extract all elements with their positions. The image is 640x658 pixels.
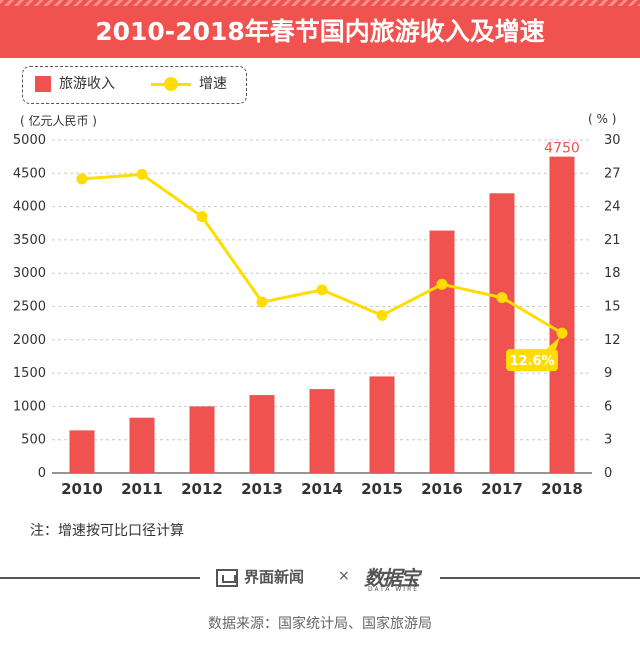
title-bar: 2010-2018年春节国内旅游收入及增速 xyxy=(0,0,640,58)
right-tick-label: 27 xyxy=(604,166,621,181)
left-tick-label: 500 xyxy=(21,433,46,448)
growth-point xyxy=(316,284,328,296)
right-tick-label: 0 xyxy=(604,466,612,481)
data-source: 数据来源：国家统计局、国家旅游局 xyxy=(208,616,432,632)
left-tick-label: 4000 xyxy=(13,200,46,215)
combo-chart: 0 500 1000 1500 2000 2500 3000 3500 4000 4500 5000… xyxy=(13,133,621,498)
chart-title: 2010-2018年春节国内旅游收入及增速 xyxy=(95,17,545,46)
growth-point xyxy=(256,296,268,308)
right-tick-label: 15 xyxy=(604,300,621,315)
footer-divider-right xyxy=(440,577,640,579)
x-tick-label: 2018 xyxy=(541,480,583,498)
growth-point xyxy=(136,168,148,180)
legend: 旅游收入 增速 xyxy=(22,66,247,104)
left-tick-label: 4500 xyxy=(13,166,46,181)
right-tick-label: 24 xyxy=(604,200,621,215)
x-tick-label: 2017 xyxy=(481,480,523,498)
bar xyxy=(369,376,395,473)
x-tick-label: 2016 xyxy=(421,480,463,498)
legend-line-label: 增速 xyxy=(199,76,227,92)
x-tick-label: 2011 xyxy=(121,480,163,498)
footnote: 注：增速按可比口径计算 xyxy=(30,523,184,539)
left-tick-label: 1000 xyxy=(13,399,46,414)
left-tick-label: 2500 xyxy=(13,300,46,315)
left-tick-label: 5000 xyxy=(13,133,46,148)
growth-point xyxy=(436,278,448,290)
bar-value-label: 4750 xyxy=(544,141,580,157)
title-stripe xyxy=(0,0,640,6)
growth-value-callout xyxy=(506,349,558,372)
right-tick-label: 12 xyxy=(604,333,621,348)
growth-point xyxy=(376,309,388,321)
bar xyxy=(249,395,275,473)
left-tick-label: 1500 xyxy=(13,366,46,381)
left-tick-label: 3500 xyxy=(13,233,46,248)
x-tick-label: 2012 xyxy=(181,480,223,498)
right-tick-label: 21 xyxy=(604,233,621,248)
brand-separator: × xyxy=(338,568,350,584)
right-tick-label: 18 xyxy=(604,266,621,281)
right-tick-label: 30 xyxy=(604,133,621,148)
growth-point xyxy=(76,173,88,185)
x-tick-label: 2015 xyxy=(361,480,403,498)
jiemian-logo-icon xyxy=(216,568,238,587)
legend-line-dot xyxy=(164,77,178,91)
bar xyxy=(69,430,95,473)
x-tick-label: 2010 xyxy=(61,480,103,498)
growth-point xyxy=(196,211,208,223)
bar xyxy=(309,389,335,473)
left-tick-label: 2000 xyxy=(13,333,46,348)
bar xyxy=(189,406,215,473)
x-tick-label: 2013 xyxy=(241,480,283,498)
datawire-logo-sub: DATA WIRE xyxy=(368,586,420,593)
right-tick-label: 9 xyxy=(604,366,612,381)
right-axis-unit: ( % ) xyxy=(588,112,617,126)
left-tick-label: 3000 xyxy=(13,266,46,281)
left-tick-label: 0 xyxy=(38,466,46,481)
footer-divider-left xyxy=(0,577,200,579)
bar xyxy=(129,417,155,473)
datawire-logo: 数据宝 xyxy=(364,566,420,590)
bar xyxy=(489,193,515,473)
growth-point xyxy=(556,327,568,339)
right-tick-label: 3 xyxy=(604,433,612,448)
brand-name: 界面新闻 xyxy=(244,568,305,586)
legend-bar-label: 旅游收入 xyxy=(59,76,115,92)
bar xyxy=(429,230,455,473)
brand-jiemian: 界面新闻 xyxy=(216,566,304,587)
right-tick-label: 6 xyxy=(604,399,612,414)
bar xyxy=(549,156,575,473)
callout-pointer xyxy=(546,337,560,350)
growth-value-label: 12.6% xyxy=(509,354,554,369)
left-axis-unit: ( 亿元人民币 ) xyxy=(20,114,97,128)
growth-point xyxy=(496,292,508,304)
legend-bar-swatch xyxy=(35,76,51,92)
x-tick-label: 2014 xyxy=(301,480,343,498)
